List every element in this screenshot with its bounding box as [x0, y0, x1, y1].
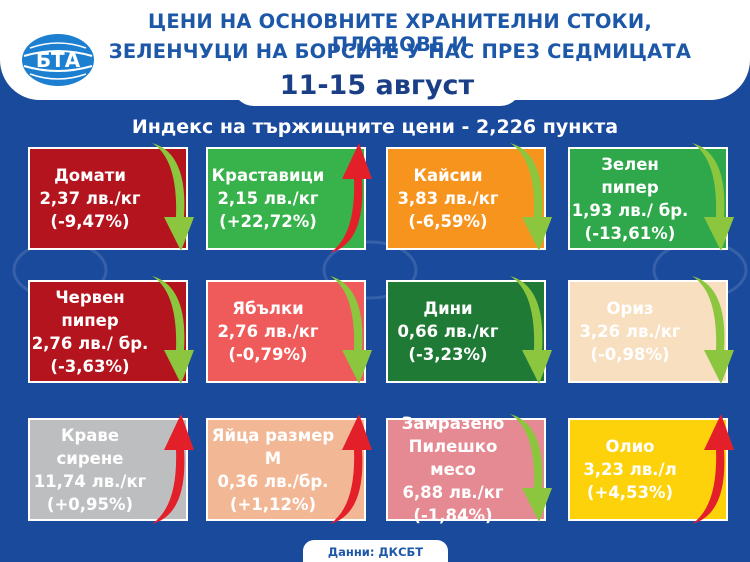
card-price: 3,26 лв./кг	[579, 322, 681, 341]
price-card: Дини 0,66 лв./кг (-3,23%)	[386, 276, 552, 384]
card-price: 2,37 лв./кг	[39, 189, 141, 208]
card-price: 6,88 лв./кг	[402, 483, 504, 502]
header-date-tab	[232, 68, 522, 106]
card-text: Яйца размер М 0,36 лв./бр. (+1,12%)	[208, 420, 338, 519]
card-text: Олио 3,23 лв./л (+4,53%)	[570, 420, 690, 519]
card-name: Олио	[605, 437, 655, 456]
arrow-down-icon	[152, 276, 194, 384]
card-change: (-3,23%)	[408, 345, 488, 364]
title-line-1: ЦЕНИ НА ОСНОВНИТЕ ХРАНИТЕЛНИ СТОКИ, ПЛОД…	[148, 10, 652, 56]
card-price: 0,66 лв./кг	[397, 322, 499, 341]
card-name: Кайсии	[413, 166, 483, 185]
card-text: Краве сирене 11,74 лв./кг (+0,95%)	[30, 420, 150, 519]
card-text: Дини 0,66 лв./кг (-3,23%)	[388, 282, 508, 381]
card-price: 11,74 лв./кг	[33, 471, 147, 491]
card-name: Ябълки	[232, 299, 304, 318]
card-price: 2,76 лв./кг	[217, 322, 319, 341]
card-change: (+0,95%)	[46, 494, 134, 514]
card-text: Ябълки 2,76 лв./кг (-0,79%)	[208, 282, 328, 381]
card-text: Домати 2,37 лв./кг (-9,47%)	[30, 149, 150, 248]
price-card: Яйца размер М 0,36 лв./бр. (+1,12%)	[206, 414, 372, 524]
title-line-2: ЗЕЛЕНЧУЦИ НА БОРСИТЕ У НАС ПРЕЗ СЕДМИЦАТ…	[108, 40, 692, 63]
arrow-up-icon	[152, 414, 194, 524]
card-change: (-6,59%)	[408, 212, 488, 231]
card-change: (+4,53%)	[586, 483, 674, 502]
card-name: Яйца размер М	[211, 425, 335, 468]
card-change: (+22,72%)	[219, 212, 317, 231]
card-change: (-1,84%)	[413, 506, 493, 525]
arrow-down-icon	[510, 143, 552, 251]
arrow-down-icon	[510, 276, 552, 384]
card-name: Ориз	[606, 299, 654, 318]
card-text: Кайсии 3,83 лв./кг (-6,59%)	[388, 149, 508, 248]
card-change: (-3,63%)	[50, 356, 130, 376]
card-change: (-13,61%)	[584, 223, 676, 243]
arrow-down-icon	[152, 143, 194, 251]
arrow-down-icon	[692, 276, 734, 384]
card-name: Червен пипер	[55, 287, 125, 330]
arrow-down-icon	[692, 143, 734, 251]
card-price: 1,93 лв./ бр.	[571, 200, 689, 220]
card-name: Домати	[54, 166, 126, 185]
card-name: Краве сирене	[56, 425, 124, 468]
card-price: 0,36 лв./бр.	[217, 471, 329, 491]
card-name: Зелен пипер	[601, 154, 659, 197]
arrow-up-icon	[330, 414, 372, 524]
price-card: Зелен пипер 1,93 лв./ бр. (-13,61%)	[568, 143, 734, 251]
price-card: Краставици 2,15 лв./кг (+22,72%)	[206, 143, 372, 253]
card-text: Замразено Пилешко месо 6,88 лв./кг (-1,84%…	[388, 414, 518, 525]
card-change: (+1,12%)	[229, 494, 317, 514]
card-change: (-9,47%)	[50, 212, 130, 231]
arrow-down-icon	[510, 414, 552, 522]
arrow-up-icon	[692, 414, 734, 524]
date-range: 11-15 август	[279, 70, 475, 101]
price-card: Ориз 3,26 лв./кг (-0,98%)	[568, 276, 734, 384]
data-source: Данни: ДКСБТ	[303, 540, 448, 562]
card-price: 3,23 лв./л	[583, 460, 677, 479]
card-text: Зелен пипер 1,93 лв./ бр. (-13,61%)	[570, 149, 690, 248]
card-price: 2,15 лв./кг	[217, 189, 319, 208]
card-price: 3,83 лв./кг	[397, 189, 499, 208]
price-card: Домати 2,37 лв./кг (-9,47%)	[28, 143, 194, 251]
card-name: Краставици	[211, 166, 325, 185]
card-change: (-0,79%)	[228, 345, 308, 364]
card-name: Дини	[423, 299, 473, 318]
price-card: Олио 3,23 лв./л (+4,53%)	[568, 414, 734, 524]
card-change: (-0,98%)	[590, 345, 670, 364]
card-text: Ориз 3,26 лв./кг (-0,98%)	[570, 282, 690, 381]
bta-logo: БТА	[22, 34, 94, 86]
market-index-subtitle: Индекс на тържищните цени - 2,226 пункта	[131, 116, 619, 138]
logo-text: БТА	[36, 48, 81, 72]
card-text: Краставици 2,15 лв./кг (+22,72%)	[208, 149, 328, 248]
price-card: Кайсии 3,83 лв./кг (-6,59%)	[386, 143, 552, 251]
card-name: Замразено Пилешко месо	[401, 414, 505, 479]
watermark-logo	[322, 240, 418, 300]
card-text: Червен пипер 2,76 лв./ бр. (-3,63%)	[30, 282, 150, 381]
price-card: Червен пипер 2,76 лв./ бр. (-3,63%)	[28, 276, 194, 384]
price-card: Ябълки 2,76 лв./кг (-0,79%)	[206, 276, 372, 384]
price-card: Краве сирене 11,74 лв./кг (+0,95%)	[28, 414, 194, 524]
price-card: Замразено Пилешко месо 6,88 лв./кг (-1,84%…	[386, 414, 552, 525]
arrow-up-icon	[330, 143, 372, 253]
card-price: 2,76 лв./ бр.	[31, 333, 149, 353]
arrow-down-icon	[330, 276, 372, 384]
